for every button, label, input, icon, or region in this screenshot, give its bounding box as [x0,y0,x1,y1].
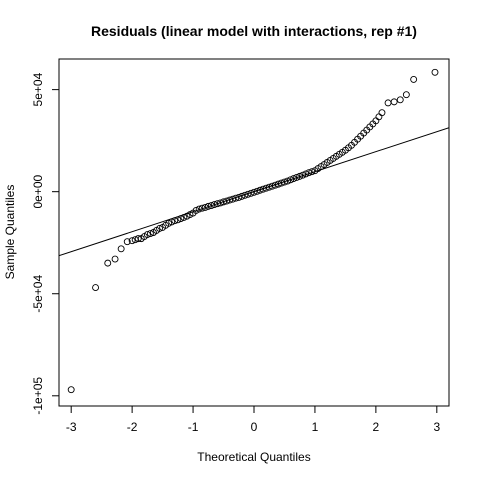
data-point [171,217,179,225]
x-tick-label: 3 [433,420,440,434]
data-point [195,205,203,213]
data-point [180,213,188,221]
points-layer [67,68,439,394]
data-point [431,68,439,76]
data-point [247,189,255,197]
y-tick-label: 0e+00 [31,174,45,208]
y-axis: -1e+05 -5e+04 0e+00 5e+04 [31,72,60,415]
data-point [268,182,276,190]
data-point [293,173,301,181]
data-point [143,231,151,238]
data-point [223,197,231,205]
x-tick-label: 2 [373,420,380,434]
data-point [384,99,392,107]
x-tick-label: -1 [188,420,199,434]
data-point [308,168,316,176]
data-point [296,172,304,180]
data-point [271,181,279,189]
x-tick-label: -2 [127,420,138,434]
data-point [256,186,264,194]
data-point [117,245,125,253]
data-point [92,284,100,292]
y-tick-label: 5e+04 [31,72,45,106]
data-point [299,171,307,179]
data-point [262,184,270,192]
x-tick-label: -3 [66,420,77,434]
data-point [128,237,136,245]
x-tick-label: 1 [312,420,319,434]
data-point [396,96,404,104]
data-point [213,200,221,208]
x-tick-label: 0 [251,420,258,434]
data-point [177,215,185,223]
data-point [290,175,298,183]
data-point [235,193,243,201]
data-point [238,192,246,200]
data-point [259,185,267,193]
data-point [201,203,209,211]
data-point [232,194,240,202]
data-point [241,191,249,199]
data-point [244,190,252,198]
data-point [198,204,206,212]
data-point [168,218,176,226]
y-tick-label: -1e+05 [31,377,45,415]
data-point [305,169,313,177]
data-point [410,75,418,83]
data-point [253,187,261,195]
data-point [67,386,75,394]
data-point [281,178,288,186]
data-point [134,235,142,243]
data-point [277,179,285,187]
data-point [287,176,295,184]
data-point [156,224,163,232]
x-axis: -3 -2 -1 0 1 2 3 [66,405,440,434]
data-point [390,98,398,106]
chart-title: Residuals (linear model with interaction… [91,23,417,39]
data-point [250,188,258,196]
data-point [111,255,119,263]
data-point [302,170,310,178]
data-point [207,202,215,210]
data-point [284,177,291,185]
data-point [210,201,218,208]
data-point [217,199,224,207]
data-point [204,202,212,210]
y-tick-label: -5e+04 [31,275,45,313]
data-point [274,180,282,188]
data-point [174,216,182,224]
x-axis-label: Theoretical Quantiles [197,450,310,464]
y-axis-label: Sample Quantiles [3,185,17,280]
data-point [378,109,386,117]
data-point [265,183,273,191]
data-point [402,91,410,99]
data-point [146,230,154,237]
data-point [220,198,227,206]
plot-frame [58,58,450,407]
data-point [104,259,112,267]
data-point [229,195,237,203]
data-point [375,113,383,121]
data-point [123,238,131,246]
data-point [226,196,234,204]
